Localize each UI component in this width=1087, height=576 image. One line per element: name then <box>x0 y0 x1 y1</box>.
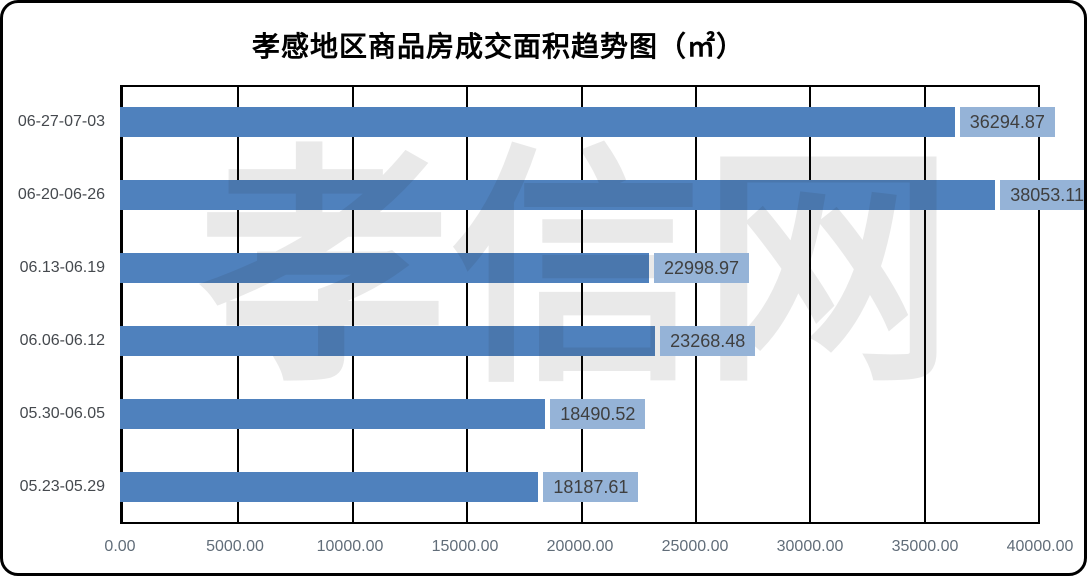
bar-06.13-06.19 <box>120 252 649 283</box>
gridline <box>351 87 354 522</box>
gridline <box>580 87 583 522</box>
bar-06-20-06-26 <box>120 179 996 210</box>
category-label: 06-27-07-03 <box>17 112 105 130</box>
value-label: 18490.52 <box>550 399 646 430</box>
value-label: 18187.61 <box>543 472 639 503</box>
value-label: 22998.97 <box>653 252 750 283</box>
x-tick-label: 15000.00 <box>431 538 499 555</box>
gridline <box>237 87 240 522</box>
x-tick-label: 30000.00 <box>776 538 844 555</box>
gridline <box>809 87 812 522</box>
category-label: 06.06-06.12 <box>19 332 105 350</box>
x-tick-label: 0.00 <box>104 538 136 555</box>
x-tick-label: 5000.00 <box>206 538 264 555</box>
bar-05.23-05.29 <box>120 472 539 503</box>
x-tick-label: 10000.00 <box>316 538 384 555</box>
x-tick-label: 35000.00 <box>891 538 959 555</box>
gridline <box>466 87 469 522</box>
value-label: 36294.87 <box>959 106 1055 137</box>
category-label: 06-20-06-26 <box>17 185 105 203</box>
gridline <box>923 87 926 522</box>
chart-title: 孝感地区商品房成交面积趋势图（㎡） <box>251 32 745 63</box>
bar-06.06-06.12 <box>120 326 656 357</box>
value-label: 38053.11 <box>1000 179 1084 210</box>
x-tick-label: 25000.00 <box>661 538 729 555</box>
x-tick-label: 20000.00 <box>546 538 614 555</box>
category-label: 05.30-06.05 <box>19 405 105 423</box>
bar-06-27-07-03 <box>120 106 955 137</box>
plot-area <box>120 85 1040 524</box>
x-tick-label: 40000.00 <box>1006 538 1074 555</box>
category-label: 06.13-06.19 <box>19 258 105 276</box>
bar-05.30-06.05 <box>120 399 546 430</box>
category-label: 05.23-05.29 <box>19 478 105 496</box>
value-label: 23268.48 <box>660 326 756 357</box>
gridline <box>694 87 697 522</box>
